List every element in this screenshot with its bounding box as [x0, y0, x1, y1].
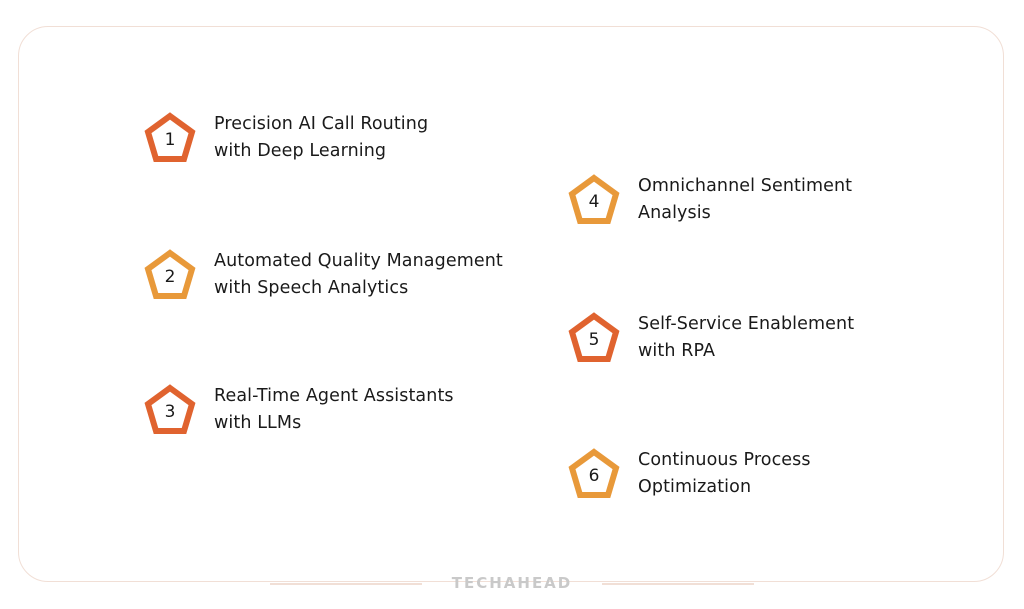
item-label-line: Real-Time Agent Assistants [214, 386, 454, 406]
item-label: Automated Quality Management with Speech… [214, 248, 503, 302]
footer-divider-left [270, 583, 422, 585]
footer: TECHAHEAD [0, 572, 1024, 596]
item-number: 2 [164, 267, 176, 287]
pentagon-icon [144, 112, 196, 162]
item-label-line: with LLMs [214, 413, 302, 433]
item-label: Continuous Process Optimization [638, 447, 811, 501]
item-label-line: Omnichannel Sentiment [638, 176, 853, 196]
item-label-line: Self-Service Enablement [638, 314, 855, 334]
pentagon-icon [144, 384, 196, 434]
item-label: Precision AI Call Routing with Deep Lear… [214, 111, 428, 165]
item-number: 5 [588, 330, 600, 350]
item-label-line: Precision AI Call Routing [214, 114, 429, 134]
item-label-line: Continuous Process [638, 450, 811, 470]
item-number: 4 [588, 192, 600, 212]
item-number: 3 [164, 402, 176, 422]
item-label: Self-Service Enablement with RPA [638, 311, 854, 365]
pentagon-icon [568, 448, 620, 498]
content-card [18, 26, 1004, 582]
item-number: 6 [588, 466, 600, 486]
item-label: Real-Time Agent Assistants with LLMs [214, 383, 454, 437]
list-item: 6 Continuous Process Optimization [567, 447, 811, 501]
pentagon-badge: 5 [567, 311, 621, 365]
brand-logo: TECHAHEAD [451, 574, 573, 592]
item-label-line: with RPA [638, 341, 716, 361]
pentagon-icon [144, 249, 196, 299]
pentagon-badge: 1 [143, 111, 197, 165]
list-item: 3 Real-Time Agent Assistants with LLMs [143, 383, 454, 437]
item-label-line: with Deep Learning [214, 141, 387, 161]
pentagon-icon [568, 312, 620, 362]
item-label: Omnichannel Sentiment Analysis [638, 173, 852, 227]
footer-divider-right [602, 583, 754, 585]
pentagon-badge: 2 [143, 248, 197, 302]
item-label-line: with Speech Analytics [214, 278, 409, 298]
pentagon-badge: 6 [567, 447, 621, 501]
pentagon-badge: 3 [143, 383, 197, 437]
list-item: 5 Self-Service Enablement with RPA [567, 311, 854, 365]
item-label-line: Optimization [638, 477, 752, 497]
pentagon-badge: 4 [567, 173, 621, 227]
pentagon-icon [568, 174, 620, 224]
list-item: 1 Precision AI Call Routing with Deep Le… [143, 111, 428, 165]
list-item: 4 Omnichannel Sentiment Analysis [567, 173, 852, 227]
list-item: 2 Automated Quality Management with Spee… [143, 248, 503, 302]
item-number: 1 [164, 130, 176, 150]
item-label-line: Automated Quality Management [214, 251, 503, 271]
item-label-line: Analysis [638, 203, 711, 223]
